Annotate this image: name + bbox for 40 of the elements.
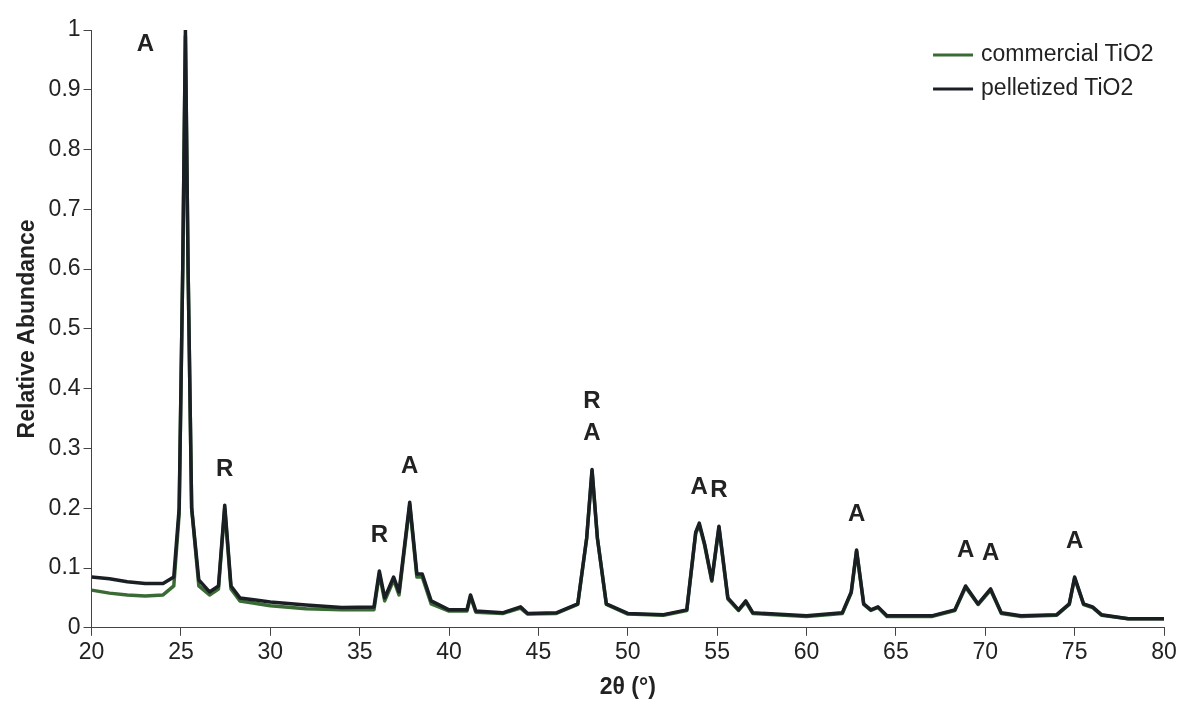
legend-label: commercial TiO2	[981, 40, 1154, 67]
x-tick-label: 50	[614, 637, 641, 664]
annotation: R	[583, 386, 601, 414]
annotation: R	[710, 474, 728, 502]
annotation: A	[401, 450, 419, 478]
annotation: A	[690, 471, 708, 499]
y-tick-label: 0.6	[48, 254, 81, 281]
y-tick-label: 0.2	[48, 493, 81, 520]
x-tick-label: 25	[168, 637, 194, 664]
legend-label: pelletized TiO2	[981, 74, 1134, 101]
x-tick-label: 70	[972, 637, 999, 664]
y-tick-label: 0.3	[48, 433, 81, 460]
annotation: A	[847, 498, 866, 526]
annotation: A	[136, 28, 155, 56]
y-tick-label: 0.9	[48, 75, 81, 102]
y-axis-title: Relative Abundance	[13, 219, 40, 439]
x-tick-label: 35	[346, 637, 373, 664]
y-tick-label: 0.8	[48, 134, 81, 161]
x-tick-label: 60	[793, 637, 820, 664]
y-tick-label: 0.4	[48, 374, 81, 401]
x-tick-label: 80	[1151, 637, 1177, 664]
y-tick-label: 1	[67, 15, 81, 42]
annotation: A	[981, 537, 1000, 565]
y-tick-label: 0.7	[48, 194, 81, 221]
annotation: R	[370, 519, 389, 547]
annotation: A	[1065, 525, 1084, 553]
x-tick-label: 30	[257, 637, 284, 664]
annotation: R	[216, 453, 234, 481]
x-tick-label: 20	[78, 637, 105, 664]
x-tick-label: 40	[436, 637, 462, 664]
annotation: A	[583, 418, 601, 446]
y-tick-label: 0.1	[48, 553, 81, 580]
x-tick-label: 55	[704, 637, 730, 664]
x-tick-label: 75	[1061, 637, 1088, 664]
x-tick-label: 45	[525, 637, 552, 664]
y-tick-label: 0.5	[48, 314, 81, 341]
x-tick-label: 65	[883, 637, 909, 664]
x-axis-title: 2θ (°)	[599, 672, 656, 699]
y-tick-label: 0	[67, 613, 81, 640]
annotation: A	[956, 534, 975, 562]
